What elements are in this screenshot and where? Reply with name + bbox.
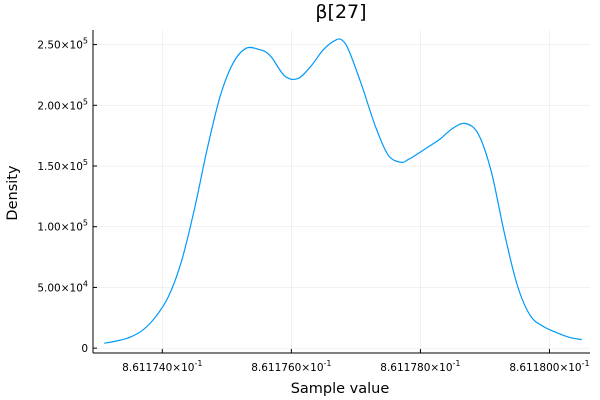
y-tick-label: 0 xyxy=(81,343,88,355)
y-tick-label: 2.50×105 xyxy=(37,37,88,52)
grid-lines xyxy=(93,30,590,353)
x-tick-label: 8.611740×10-1 xyxy=(122,359,202,374)
y-tick-label: 1.00×105 xyxy=(37,219,88,234)
y-tick-label: 5.00×104 xyxy=(37,279,88,294)
x-axis-title: Sample value xyxy=(291,381,390,397)
x-tick-label: 8.611760×10-1 xyxy=(251,359,331,374)
y-tick-label: 2.00×105 xyxy=(37,97,88,112)
y-tick-label: 1.50×105 xyxy=(37,158,88,173)
x-tick-label: 8.611800×10-1 xyxy=(509,359,589,374)
density-line xyxy=(104,38,582,344)
tick-labels: 8.611740×10-1 8.611760×10-1 8.611780×10-1 8… xyxy=(37,37,589,374)
y-axis-title: Density xyxy=(5,165,21,221)
series-lines xyxy=(104,38,582,344)
axes xyxy=(92,30,590,354)
chart-title: β[27] xyxy=(315,1,366,23)
x-tick-label: 8.611780×10-1 xyxy=(380,359,460,374)
